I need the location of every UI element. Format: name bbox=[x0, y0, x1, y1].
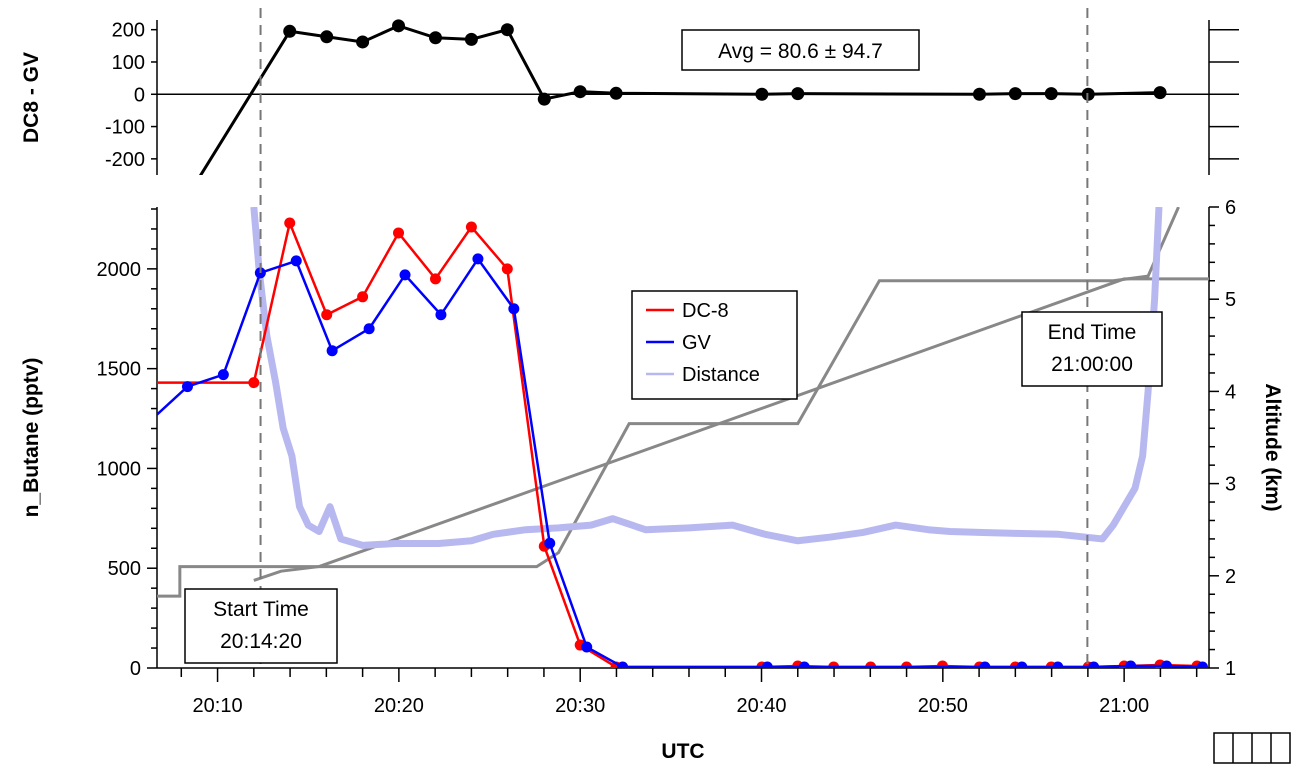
avg-annotation-box bbox=[681, 29, 920, 71]
start-time-label: Start Time bbox=[213, 598, 309, 621]
top-diff-point bbox=[755, 87, 769, 101]
top-panel: 200 100 0 -100 -200 DC8 - GV Avg = 80.6 ± 94.7 bbox=[20, 19, 1239, 175]
legend-box bbox=[631, 290, 798, 400]
gv-point bbox=[1016, 661, 1028, 668]
x-tick-label: 20:40 bbox=[736, 695, 786, 717]
right-y-tick-label: 2 bbox=[1225, 566, 1236, 588]
altitude-line bbox=[157, 207, 1180, 598]
dc8-point bbox=[321, 309, 333, 321]
top-diff-point bbox=[573, 85, 587, 99]
top-diff-point bbox=[972, 87, 986, 101]
gv-point bbox=[617, 661, 629, 668]
start-time-value: 20:14:20 bbox=[220, 630, 302, 653]
overlays: Start Time 20:14:20 End Time 21:00:00 bbox=[184, 8, 1291, 764]
dc8-point bbox=[465, 221, 477, 233]
end-time-value: 21:00:00 bbox=[1051, 353, 1133, 376]
legend: DC-8 GV Distance bbox=[631, 290, 798, 400]
right-y-tick-label: 1 bbox=[1225, 658, 1236, 680]
x-tick-label: 21:00 bbox=[1099, 695, 1149, 717]
distance-line bbox=[250, 207, 1163, 549]
gv-point bbox=[798, 661, 810, 668]
top-diff-line bbox=[199, 24, 1161, 175]
end-time-box bbox=[1021, 311, 1163, 387]
gv-point bbox=[979, 661, 991, 668]
top-diff-point bbox=[791, 87, 805, 101]
gv-point bbox=[399, 269, 411, 281]
dc8-point bbox=[430, 273, 442, 285]
top-diff-point bbox=[1008, 87, 1022, 101]
gv-point bbox=[435, 309, 447, 321]
legend-label: DC-8 bbox=[682, 300, 729, 322]
gv-point bbox=[1161, 660, 1173, 668]
top-diff-point bbox=[1153, 86, 1167, 100]
top-y-tick-label: 200 bbox=[112, 20, 145, 42]
dc8-point bbox=[501, 263, 513, 275]
top-diff-point bbox=[429, 31, 443, 45]
top-diff-point bbox=[392, 19, 406, 33]
gv-point bbox=[472, 253, 484, 265]
legend-label: GV bbox=[682, 332, 712, 354]
gv-point bbox=[181, 381, 193, 393]
top-y-tick-label: -200 bbox=[105, 149, 145, 171]
dc8-point bbox=[357, 291, 369, 303]
right-y-tick-label: 5 bbox=[1225, 289, 1236, 311]
gv-point bbox=[326, 345, 338, 357]
left-y-tick-label: 1500 bbox=[97, 359, 142, 381]
gv-point bbox=[217, 369, 229, 381]
gv-point bbox=[1196, 661, 1208, 668]
top-y-tick-label: -100 bbox=[105, 117, 145, 139]
start-time-box bbox=[184, 588, 338, 664]
bottom-series bbox=[157, 207, 1209, 668]
top-diff-point bbox=[320, 30, 334, 44]
end-time-label: End Time bbox=[1048, 321, 1137, 344]
dc8-point bbox=[248, 377, 260, 389]
gv-point bbox=[290, 255, 302, 267]
x-tick-label: 20:50 bbox=[918, 695, 968, 717]
x-tick-label: 20:10 bbox=[193, 695, 243, 717]
left-y-axis-title: n_Butane (pptv) bbox=[20, 358, 43, 518]
right-y-tick-label: 3 bbox=[1225, 474, 1236, 496]
gv-point bbox=[1052, 661, 1064, 668]
top-y-tick-label: 0 bbox=[134, 84, 145, 106]
right-y-tick-label: 6 bbox=[1225, 197, 1236, 219]
top-series bbox=[199, 19, 1167, 175]
top-diff-point bbox=[609, 86, 623, 100]
top-diff-point bbox=[283, 24, 297, 38]
x-tick-label: 20:20 bbox=[374, 695, 424, 717]
avg-annotation: Avg = 80.6 ± 94.7 bbox=[718, 40, 883, 63]
top-y-axis-title: DC8 - GV bbox=[20, 52, 43, 143]
dc8-point bbox=[393, 227, 405, 239]
corner-grid-icon bbox=[1213, 732, 1291, 764]
legend-label: Distance bbox=[682, 364, 760, 386]
gv-point bbox=[508, 303, 520, 315]
right-y-tick-label: 4 bbox=[1225, 381, 1236, 403]
x-axis-title: UTC bbox=[661, 740, 704, 763]
top-diff-point bbox=[537, 92, 551, 106]
gv-point bbox=[1125, 660, 1137, 668]
left-y-tick-label: 500 bbox=[108, 558, 141, 580]
gv-point bbox=[581, 641, 593, 653]
top-y-tick-label: 100 bbox=[112, 52, 145, 74]
x-tick-label: 20:30 bbox=[555, 695, 605, 717]
left-y-tick-label: 2000 bbox=[97, 259, 142, 281]
left-y-tick-label: 0 bbox=[130, 658, 141, 680]
bottom-panel: 0 500 1000 1500 2000 1 2 3 4 5 6 20:10 20:20 20:30 20:… bbox=[20, 197, 1284, 763]
dc8-point bbox=[284, 217, 296, 229]
gv-point bbox=[363, 323, 375, 335]
top-diff-point bbox=[1044, 87, 1058, 101]
top-diff-point bbox=[356, 35, 370, 49]
gv-point bbox=[544, 537, 556, 549]
gv-point bbox=[761, 661, 773, 668]
right-y-axis-title: Altitude (km) bbox=[1261, 383, 1284, 511]
left-y-tick-label: 1000 bbox=[97, 458, 142, 480]
top-diff-point bbox=[464, 32, 478, 46]
gv-point bbox=[1088, 661, 1100, 668]
top-diff-point bbox=[500, 23, 514, 37]
